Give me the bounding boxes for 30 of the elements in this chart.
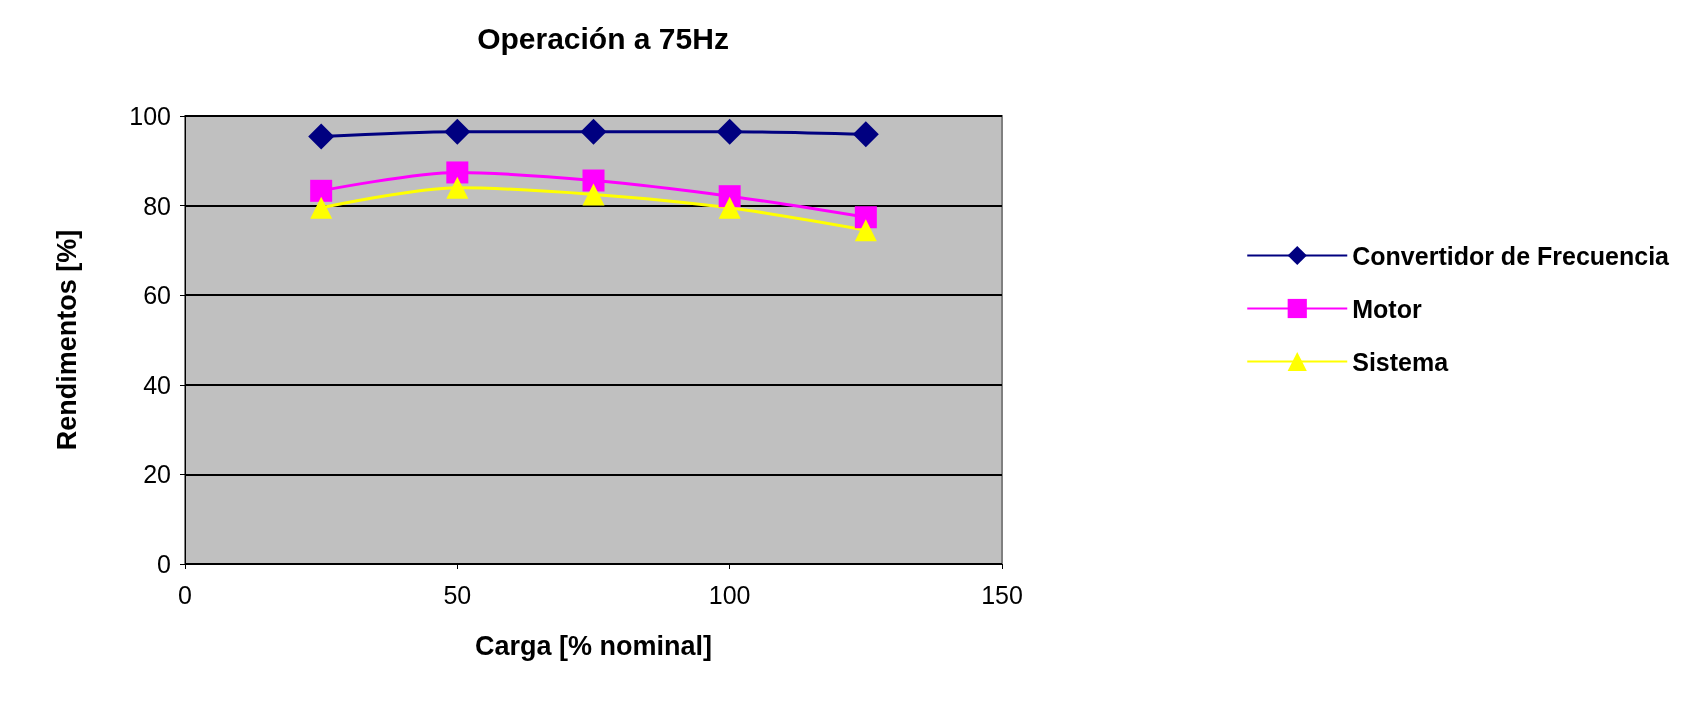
y-axis-title: Rendimentos [%] xyxy=(51,229,82,451)
point xyxy=(854,206,877,229)
y-tick-label: 100 xyxy=(129,102,171,130)
point xyxy=(718,196,741,219)
point xyxy=(582,169,605,192)
y-tick-label: 20 xyxy=(143,460,171,489)
x-tick-label: 0 xyxy=(178,580,192,609)
legend-label: Convertidor de Frecuencia xyxy=(1352,241,1671,270)
point xyxy=(310,196,333,219)
point xyxy=(308,123,335,150)
point xyxy=(854,219,877,242)
y-tick-label: 0 xyxy=(157,550,171,578)
y-tick-label: 40 xyxy=(143,370,171,399)
x-tick-label: 100 xyxy=(708,580,751,609)
x-axis-title: Carga [% nominal] xyxy=(474,630,713,661)
point xyxy=(852,121,879,148)
x-tick-label: 50 xyxy=(443,580,472,609)
chart-title: Operación a 75Hz xyxy=(477,21,729,55)
y-tick-label: 60 xyxy=(143,281,171,310)
legend-label: Sistema xyxy=(1352,347,1450,376)
point xyxy=(446,161,469,184)
point xyxy=(444,118,471,145)
point xyxy=(716,118,743,145)
legend-label: Motor xyxy=(1352,294,1422,323)
x-tick-label: 150 xyxy=(981,580,1023,609)
point xyxy=(310,179,333,202)
point xyxy=(580,118,607,145)
point xyxy=(446,176,469,199)
y-tick-label: 80 xyxy=(143,191,171,220)
point xyxy=(582,183,605,206)
